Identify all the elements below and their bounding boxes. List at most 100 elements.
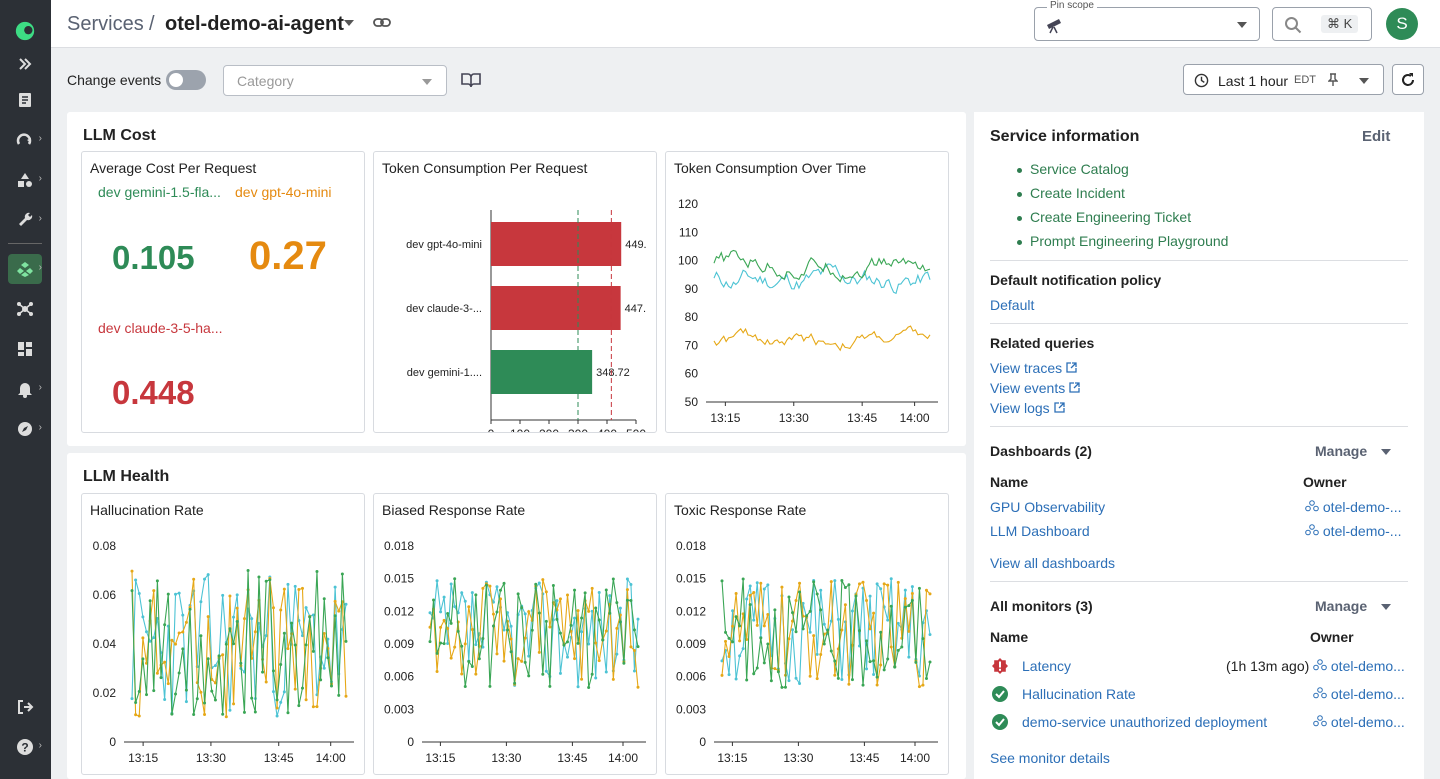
chevron-down-icon[interactable] — [1381, 604, 1391, 610]
monitors-col-owner: Owner — [1310, 629, 1354, 645]
series-point — [604, 670, 608, 674]
series-point — [463, 599, 467, 603]
logout-icon[interactable] — [8, 692, 42, 722]
dashboard-row-name[interactable]: GPU Observability — [990, 499, 1106, 515]
monitor-row-owner[interactable]: otel-demo... — [1313, 714, 1405, 730]
series-point — [769, 679, 773, 683]
monitor-row-owner[interactable]: otel-demo... — [1313, 658, 1405, 674]
dashboard-row-owner[interactable]: otel-demo-... — [1305, 523, 1401, 539]
link-service-catalog[interactable]: Service Catalog — [1030, 161, 1129, 177]
avg-cost-title: Average Cost Per Request — [90, 160, 257, 176]
series-point — [573, 657, 577, 661]
y-tick-label: 0.02 — [93, 686, 117, 700]
series-point — [576, 685, 580, 689]
book-icon[interactable] — [461, 72, 481, 88]
series-point — [300, 586, 304, 590]
dashboard-row-owner[interactable]: otel-demo-... — [1305, 499, 1401, 515]
pipeline-icon[interactable]: › — [8, 125, 42, 155]
view-traces-link[interactable]: View traces — [990, 360, 1063, 376]
search-button[interactable]: ⌘ K — [1272, 7, 1372, 41]
logo-icon[interactable] — [8, 16, 42, 46]
series-point — [290, 621, 294, 625]
hallucination-title: Hallucination Rate — [90, 502, 204, 518]
series-point — [293, 687, 297, 691]
link-create-ticket[interactable]: Create Engineering Ticket — [1030, 209, 1192, 225]
series-point — [340, 572, 344, 576]
series-point — [509, 624, 513, 628]
help-icon[interactable]: ? › — [8, 732, 42, 762]
series-point — [910, 591, 914, 595]
dashboard-row-name[interactable]: LLM Dashboard — [990, 523, 1090, 539]
view-events-link[interactable]: View events — [990, 380, 1066, 396]
see-monitor-details-link[interactable]: See monitor details — [990, 750, 1110, 766]
owner-label: otel-demo... — [1330, 686, 1405, 702]
series-point — [594, 606, 598, 610]
monitors-manage-button[interactable]: Manage — [1315, 598, 1368, 614]
dashboards-manage-button[interactable]: Manage — [1315, 443, 1368, 459]
series-point — [597, 590, 601, 594]
view-logs-link[interactable]: View logs — [990, 400, 1050, 416]
chevron-down-icon[interactable] — [1381, 449, 1391, 455]
category-select[interactable]: Category — [223, 65, 447, 96]
series-point — [879, 663, 883, 667]
bell-icon[interactable]: › — [8, 374, 42, 404]
series-point — [181, 647, 185, 651]
topology-icon[interactable] — [8, 294, 42, 324]
series-point — [297, 704, 301, 708]
dashboards-title: Dashboards (2) — [990, 443, 1092, 459]
stat-value-gpt: 0.27 — [249, 234, 327, 278]
pin-icon[interactable] — [1328, 73, 1338, 87]
link-icon[interactable] — [373, 16, 391, 30]
services-icon[interactable]: › — [8, 254, 42, 284]
series-point — [865, 639, 869, 643]
series-line — [721, 581, 931, 688]
series-point — [322, 597, 326, 601]
compass-icon[interactable]: › — [8, 414, 42, 444]
notif-policy-value[interactable]: Default — [990, 297, 1035, 313]
series-point — [442, 642, 446, 646]
breadcrumb-services[interactable]: Services — [67, 13, 144, 35]
series-point — [917, 685, 921, 689]
series-point — [748, 603, 752, 607]
monitor-row-name[interactable]: Hallucination Rate — [1022, 686, 1136, 702]
series-point — [311, 613, 315, 617]
x-tick-label: 13:30 — [783, 751, 813, 765]
change-events-toggle[interactable] — [166, 70, 206, 90]
avatar[interactable]: S — [1386, 8, 1418, 40]
expand-icon[interactable] — [8, 49, 42, 79]
series-point — [170, 638, 174, 642]
monitor-row-owner[interactable]: otel-demo... — [1313, 686, 1405, 702]
team-icon — [1313, 659, 1327, 671]
check-circle-icon — [992, 714, 1008, 730]
monitor-row-name[interactable]: demo-service unauthorized deployment — [1022, 714, 1268, 730]
series-point — [297, 588, 301, 592]
link-prompt-playground[interactable]: Prompt Engineering Playground — [1030, 233, 1229, 249]
link-create-incident[interactable]: Create Incident — [1030, 185, 1125, 201]
series-point — [210, 689, 214, 693]
series-point — [850, 678, 854, 682]
series-point — [910, 585, 914, 589]
pin-scope-select[interactable]: Pin scope — [1034, 0, 1260, 41]
series-point — [228, 594, 232, 598]
edit-button[interactable]: Edit — [1362, 128, 1391, 145]
series-point — [477, 657, 481, 661]
series-point — [879, 630, 883, 634]
wrench-icon[interactable]: › — [8, 205, 42, 235]
service-name[interactable]: otel-demo-ai-agent — [165, 13, 344, 35]
data-label: 449. — [625, 239, 646, 251]
time-range-select[interactable]: Last 1 hour EDT — [1183, 64, 1384, 95]
x-tick-label: 13:15 — [425, 751, 455, 765]
series-point — [741, 647, 745, 651]
logs-icon[interactable] — [8, 85, 42, 115]
series-point — [833, 579, 837, 583]
view-all-dashboards-link[interactable]: View all dashboards — [990, 555, 1116, 571]
refresh-button[interactable] — [1392, 64, 1424, 95]
y-tick-label: 60 — [685, 367, 699, 381]
caret-down-icon[interactable] — [344, 20, 354, 26]
series-point — [319, 678, 323, 682]
series-point — [632, 628, 636, 632]
series-point — [872, 673, 876, 677]
dashboards-icon[interactable] — [8, 334, 42, 364]
shapes-icon[interactable]: › — [8, 165, 42, 195]
monitor-row-name[interactable]: Latency — [1022, 658, 1072, 674]
